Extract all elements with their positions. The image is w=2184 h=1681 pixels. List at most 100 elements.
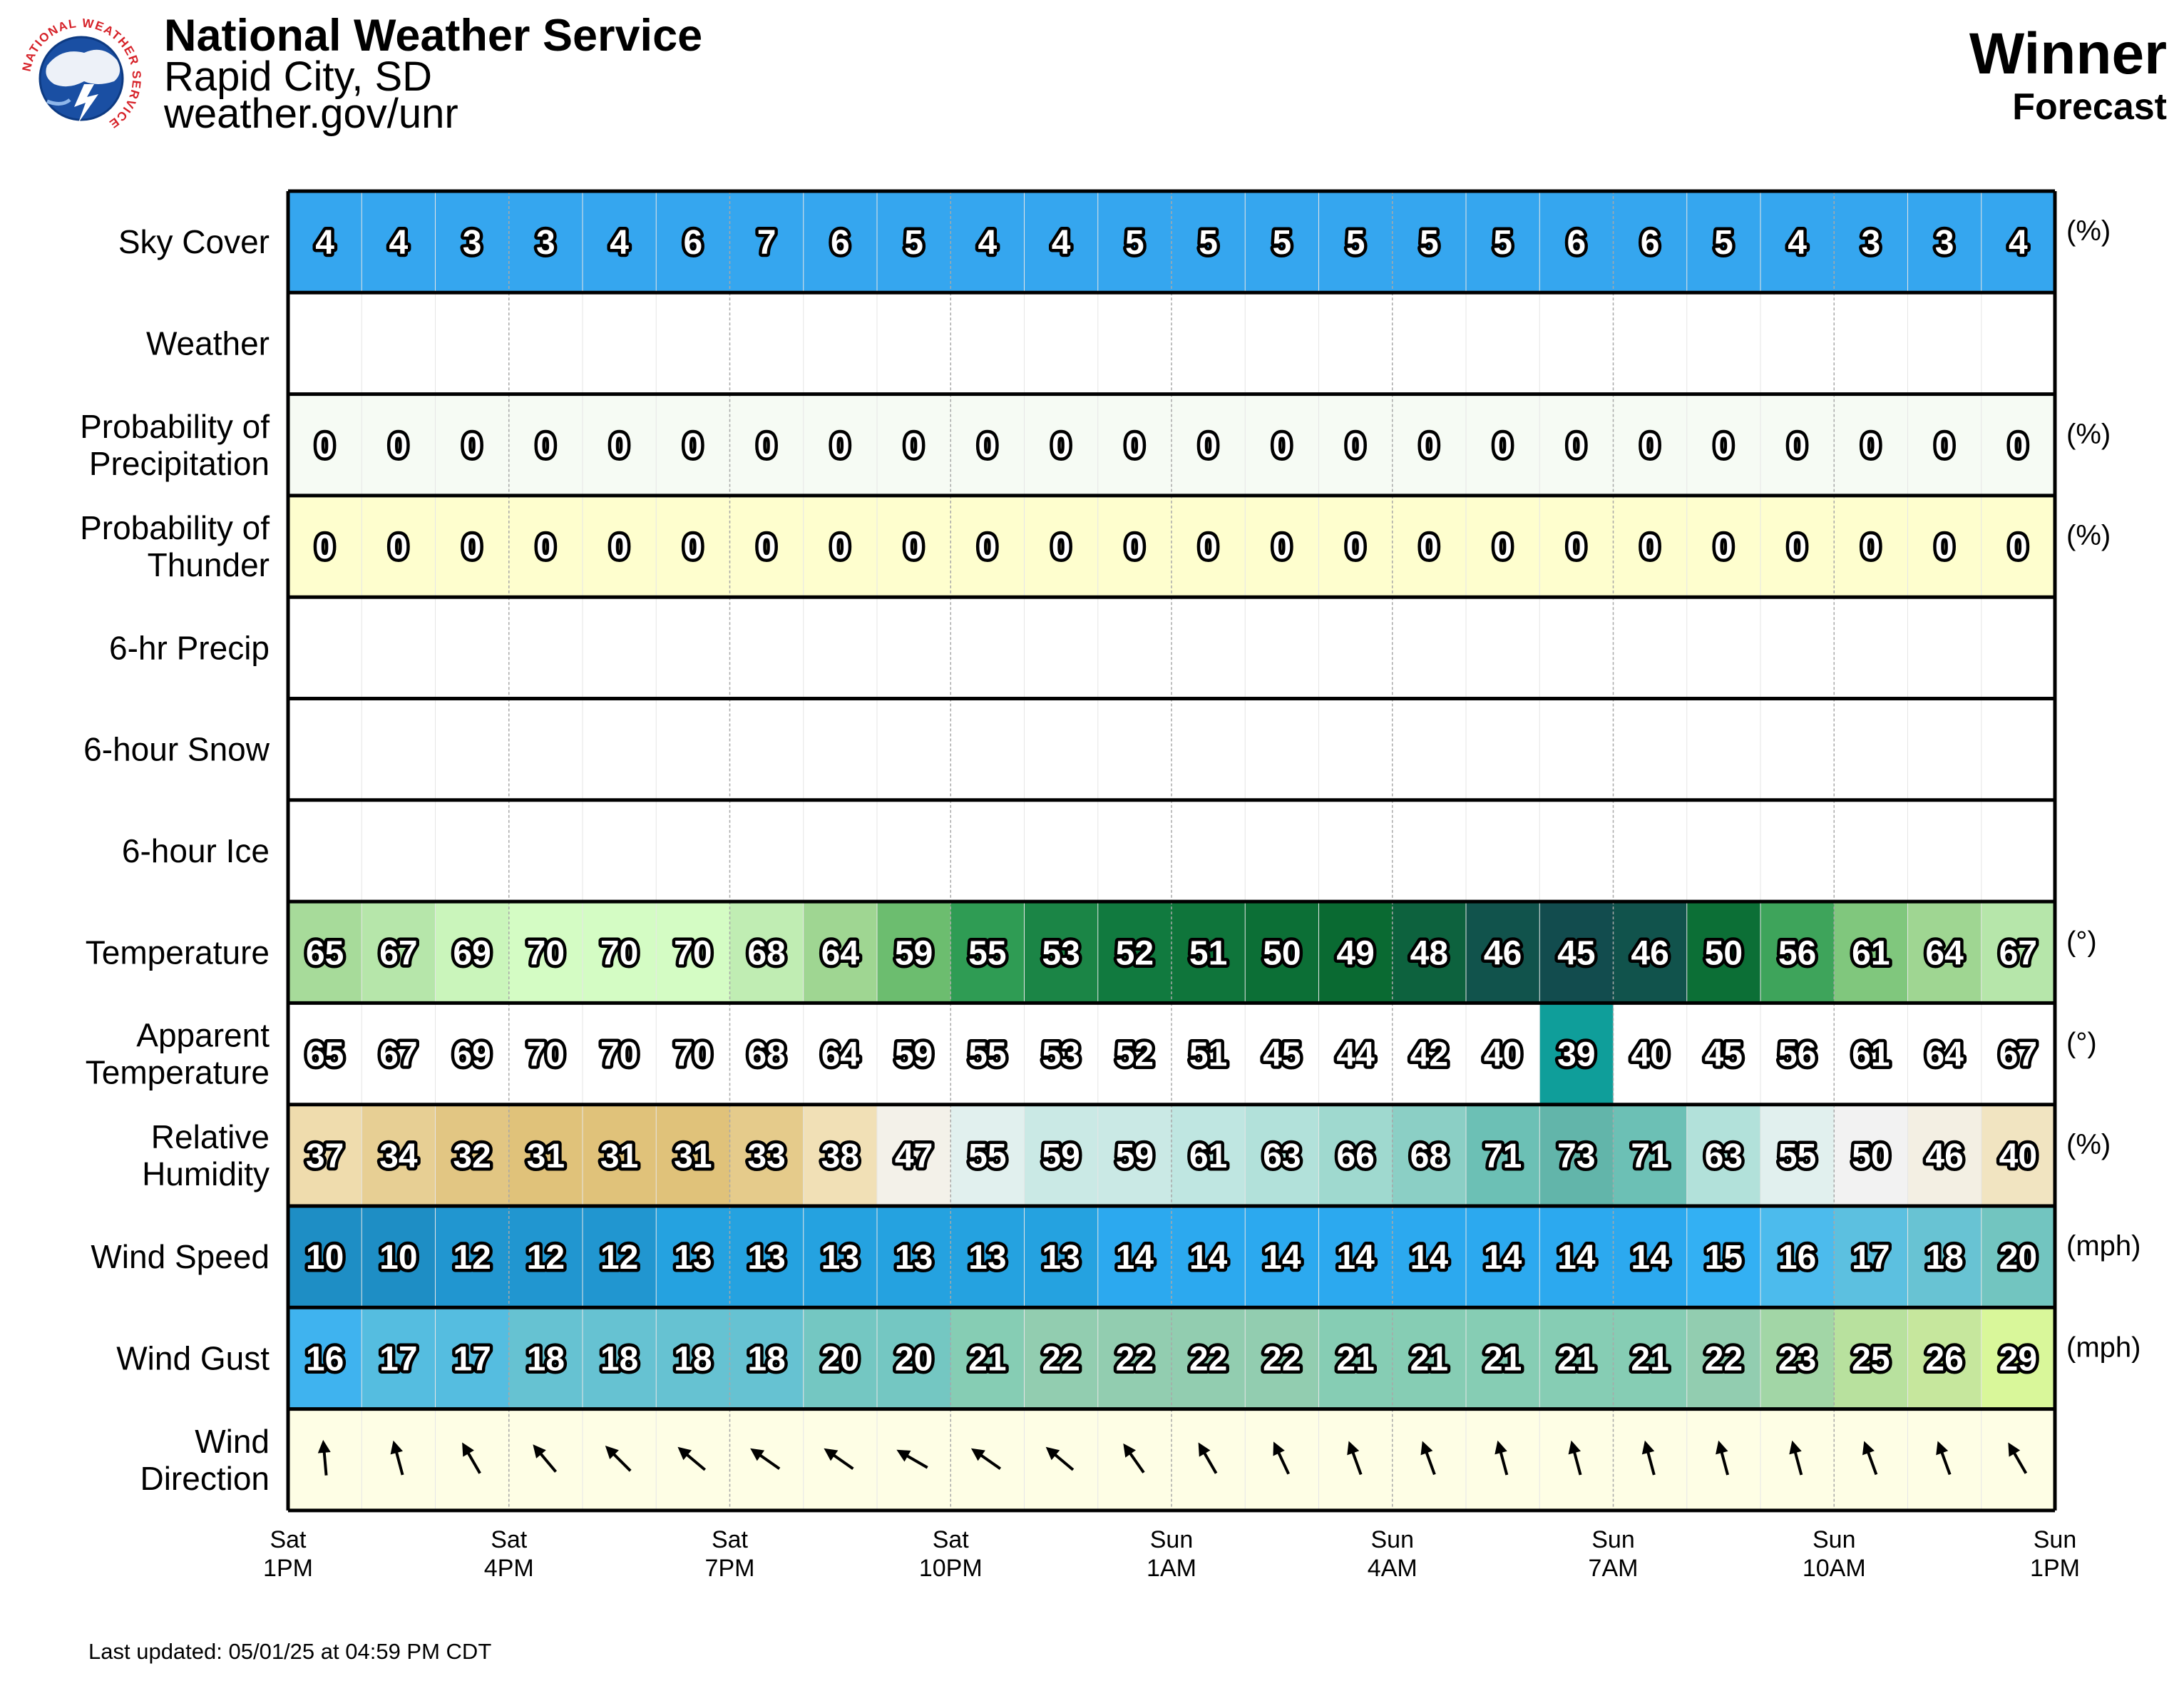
arrow-head — [605, 1445, 619, 1460]
cell-bg — [583, 1104, 657, 1206]
cell-value: 5 — [1346, 224, 1365, 262]
cell-bg — [1686, 1003, 1761, 1105]
cell-bg — [1981, 1104, 2056, 1206]
cell-value: 64 — [1925, 1036, 1964, 1074]
cell-bg — [1024, 1003, 1099, 1105]
row-label: 6-hour Snow — [83, 731, 270, 768]
cell-bg — [1172, 1003, 1246, 1105]
cell-value: 22 — [1116, 1340, 1154, 1378]
arrow-head — [1936, 1441, 1949, 1456]
cell-bg — [1392, 1307, 1467, 1409]
cell-value: 0 — [1641, 427, 1660, 465]
cell-value: 47 — [895, 1138, 933, 1175]
cell-bg — [950, 394, 1025, 496]
cell-bg — [1392, 1104, 1467, 1206]
cell-value: 0 — [1052, 528, 1071, 566]
row-unit: (°) — [2066, 1028, 2097, 1059]
cell-value: 21 — [1336, 1340, 1374, 1378]
arrow-head — [824, 1448, 839, 1461]
cell-value: 0 — [1273, 528, 1292, 566]
cell-bg — [435, 1104, 510, 1206]
cell-bg — [1760, 1003, 1835, 1105]
wind-direction-arrow — [2008, 1442, 2028, 1474]
cell-value: 64 — [821, 934, 860, 972]
cell-value: 55 — [968, 934, 1006, 972]
cell-bg — [1097, 394, 1172, 496]
cell-bg — [1466, 1003, 1540, 1105]
cell-value: 10 — [306, 1239, 344, 1277]
cell-value: 55 — [968, 1036, 1006, 1074]
cell-bg — [1318, 1104, 1393, 1206]
cell-bg — [1392, 191, 1467, 293]
website-link[interactable]: weather.gov/unr — [164, 91, 458, 137]
cell-bg — [1245, 901, 1320, 1003]
cell-bg — [877, 1104, 951, 1206]
cell-bg — [1907, 394, 1982, 496]
cell-bg — [877, 1307, 951, 1409]
cell-bg — [1097, 191, 1172, 293]
cell-bg — [288, 495, 362, 598]
cell-value: 22 — [1263, 1340, 1301, 1378]
cell-value: 0 — [1420, 528, 1439, 566]
cell-bg — [729, 1206, 804, 1308]
cell-value: 70 — [527, 1036, 565, 1074]
cell-value: 73 — [1557, 1138, 1595, 1175]
cell-value: 67 — [379, 1036, 417, 1074]
cell-bg — [1172, 394, 1246, 496]
cell-bg — [1686, 495, 1761, 598]
cell-value: 0 — [536, 528, 555, 566]
cell-bg — [1907, 1003, 1982, 1105]
cell-value: 70 — [600, 1036, 638, 1074]
arrow-head — [1862, 1441, 1875, 1456]
cell-bg — [1097, 1307, 1172, 1409]
cell-bg — [508, 394, 583, 496]
row-unit: (%) — [2066, 419, 2111, 450]
cell-bg — [1539, 191, 1614, 293]
cell-value: 10 — [379, 1239, 417, 1277]
x-tick-time: 4AM — [1368, 1555, 1417, 1582]
cell-bg — [1760, 495, 1835, 598]
cell-value: 0 — [463, 528, 482, 566]
cell-value: 0 — [1420, 427, 1439, 465]
cell-value: 0 — [2009, 427, 2028, 465]
row-unit: (%) — [2066, 1129, 2111, 1160]
cell-value: 12 — [600, 1239, 638, 1277]
cell-value: 53 — [1042, 934, 1080, 972]
cell-bg — [1981, 1206, 2056, 1308]
cell-value: 18 — [600, 1340, 638, 1378]
cell-value: 14 — [1263, 1239, 1301, 1277]
cell-value: 42 — [1410, 1036, 1448, 1074]
wind-direction-arrow — [1045, 1446, 1075, 1471]
cell-bg — [1981, 394, 2056, 496]
cell-bg — [362, 191, 436, 293]
cell-bg — [1613, 1307, 1688, 1409]
cell-bg — [877, 901, 951, 1003]
cell-value: 0 — [389, 528, 409, 566]
cell-bg — [288, 191, 362, 293]
cell-bg — [1097, 1003, 1172, 1105]
cell-bg — [1613, 191, 1688, 293]
arrow-head — [1789, 1440, 1802, 1455]
wind-direction-arrow — [1420, 1441, 1436, 1476]
cell-value: 68 — [1410, 1138, 1448, 1175]
cell-bg — [1760, 1206, 1835, 1308]
cell-bg — [1834, 1206, 1909, 1308]
cell-value: 13 — [968, 1239, 1006, 1277]
arrow-head — [750, 1448, 765, 1461]
cell-value: 61 — [1189, 1138, 1227, 1175]
cell-bg — [1613, 495, 1688, 598]
cell-bg — [950, 1104, 1025, 1206]
cell-bg — [1318, 191, 1393, 293]
cell-bg — [1834, 1307, 1909, 1409]
x-tick-time: 7PM — [705, 1555, 755, 1582]
cell-value: 0 — [1788, 427, 1807, 465]
cell-value: 14 — [1631, 1239, 1669, 1277]
cell-value: 53 — [1042, 1036, 1080, 1074]
x-tick-day: Sat — [933, 1526, 970, 1553]
cell-bg — [1466, 901, 1540, 1003]
wind-direction-arrow — [1936, 1441, 1952, 1476]
cell-value: 20 — [821, 1340, 859, 1378]
cell-bg — [1613, 1206, 1688, 1308]
cell-value: 26 — [1925, 1340, 1963, 1378]
cell-value: 0 — [757, 427, 776, 465]
